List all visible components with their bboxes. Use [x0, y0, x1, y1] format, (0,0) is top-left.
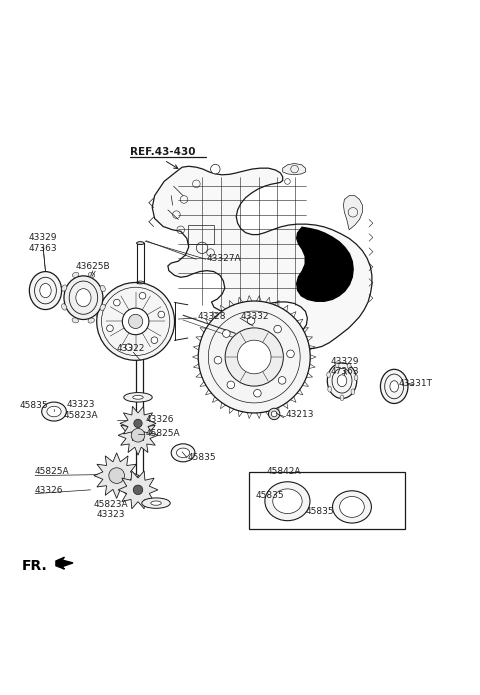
Circle shape	[287, 350, 294, 358]
Circle shape	[278, 377, 286, 384]
Circle shape	[225, 328, 283, 386]
Ellipse shape	[40, 284, 51, 297]
Text: FR.: FR.	[22, 559, 48, 573]
Text: 43213: 43213	[285, 410, 313, 419]
Circle shape	[253, 389, 261, 397]
Text: REF.43-430: REF.43-430	[130, 147, 195, 157]
Ellipse shape	[72, 318, 79, 323]
Ellipse shape	[177, 448, 190, 457]
Circle shape	[107, 325, 113, 332]
Ellipse shape	[327, 363, 357, 398]
Polygon shape	[152, 166, 372, 348]
Circle shape	[139, 293, 146, 299]
Ellipse shape	[29, 272, 61, 309]
Text: 43322: 43322	[117, 344, 145, 353]
Polygon shape	[343, 196, 362, 230]
Text: 43327A: 43327A	[207, 254, 241, 263]
Polygon shape	[56, 557, 73, 569]
Ellipse shape	[351, 389, 355, 395]
Circle shape	[158, 311, 165, 318]
Circle shape	[131, 429, 145, 442]
Text: 45835: 45835	[188, 453, 216, 462]
Text: 43323
45823A: 43323 45823A	[64, 400, 98, 420]
Text: 43328: 43328	[197, 311, 226, 320]
Ellipse shape	[337, 375, 347, 386]
Ellipse shape	[327, 372, 331, 377]
Ellipse shape	[100, 285, 106, 292]
Ellipse shape	[340, 496, 364, 517]
Bar	[188, 225, 214, 244]
Circle shape	[109, 468, 124, 484]
Text: 45835: 45835	[305, 507, 334, 516]
Text: 43326: 43326	[35, 486, 63, 496]
Bar	[249, 472, 405, 529]
Circle shape	[122, 308, 149, 335]
Ellipse shape	[340, 395, 344, 400]
Text: 43331T: 43331T	[398, 379, 432, 388]
Ellipse shape	[42, 402, 66, 421]
Text: 43332: 43332	[241, 311, 269, 320]
Polygon shape	[296, 227, 354, 302]
Text: 45825A: 45825A	[145, 430, 180, 439]
Circle shape	[238, 340, 271, 374]
Circle shape	[113, 300, 120, 306]
Circle shape	[198, 301, 310, 413]
Ellipse shape	[151, 501, 161, 505]
Ellipse shape	[265, 482, 310, 521]
Circle shape	[274, 325, 281, 333]
Ellipse shape	[171, 444, 195, 462]
Ellipse shape	[354, 375, 358, 381]
Polygon shape	[94, 453, 139, 498]
Ellipse shape	[76, 288, 91, 306]
Circle shape	[214, 357, 222, 364]
Circle shape	[96, 282, 175, 360]
Ellipse shape	[142, 498, 170, 508]
Ellipse shape	[124, 393, 152, 402]
Circle shape	[227, 381, 235, 389]
Ellipse shape	[347, 363, 351, 369]
Text: 45835: 45835	[19, 401, 48, 410]
Ellipse shape	[390, 381, 398, 392]
Text: 43329
47363: 43329 47363	[330, 357, 359, 376]
Circle shape	[223, 330, 230, 337]
Ellipse shape	[328, 386, 332, 392]
Ellipse shape	[100, 304, 105, 311]
Circle shape	[125, 344, 132, 350]
Ellipse shape	[88, 272, 95, 277]
Circle shape	[247, 317, 255, 325]
Ellipse shape	[47, 407, 61, 417]
Text: 43326: 43326	[145, 415, 174, 424]
Ellipse shape	[88, 318, 95, 323]
Text: 45823A
43323: 45823A 43323	[94, 500, 128, 519]
Ellipse shape	[381, 369, 408, 404]
Text: 45842A: 45842A	[266, 467, 301, 476]
Ellipse shape	[335, 362, 339, 368]
Text: 45835: 45835	[255, 491, 284, 500]
Polygon shape	[118, 416, 158, 455]
Ellipse shape	[137, 242, 144, 245]
Text: 43329
47363: 43329 47363	[29, 234, 58, 253]
Polygon shape	[118, 471, 158, 509]
Circle shape	[211, 164, 220, 174]
Polygon shape	[120, 407, 156, 441]
Circle shape	[134, 419, 142, 427]
Circle shape	[151, 337, 158, 343]
Polygon shape	[283, 163, 305, 175]
Ellipse shape	[273, 489, 302, 514]
Ellipse shape	[133, 395, 143, 399]
Ellipse shape	[72, 272, 79, 277]
Text: 45825A: 45825A	[35, 467, 70, 476]
Text: 43625B: 43625B	[76, 262, 110, 271]
Circle shape	[268, 408, 280, 420]
Circle shape	[271, 411, 277, 417]
Ellipse shape	[64, 276, 103, 320]
Ellipse shape	[333, 491, 372, 523]
Circle shape	[133, 485, 143, 495]
Ellipse shape	[61, 304, 67, 310]
Circle shape	[129, 314, 143, 329]
Ellipse shape	[61, 285, 67, 291]
